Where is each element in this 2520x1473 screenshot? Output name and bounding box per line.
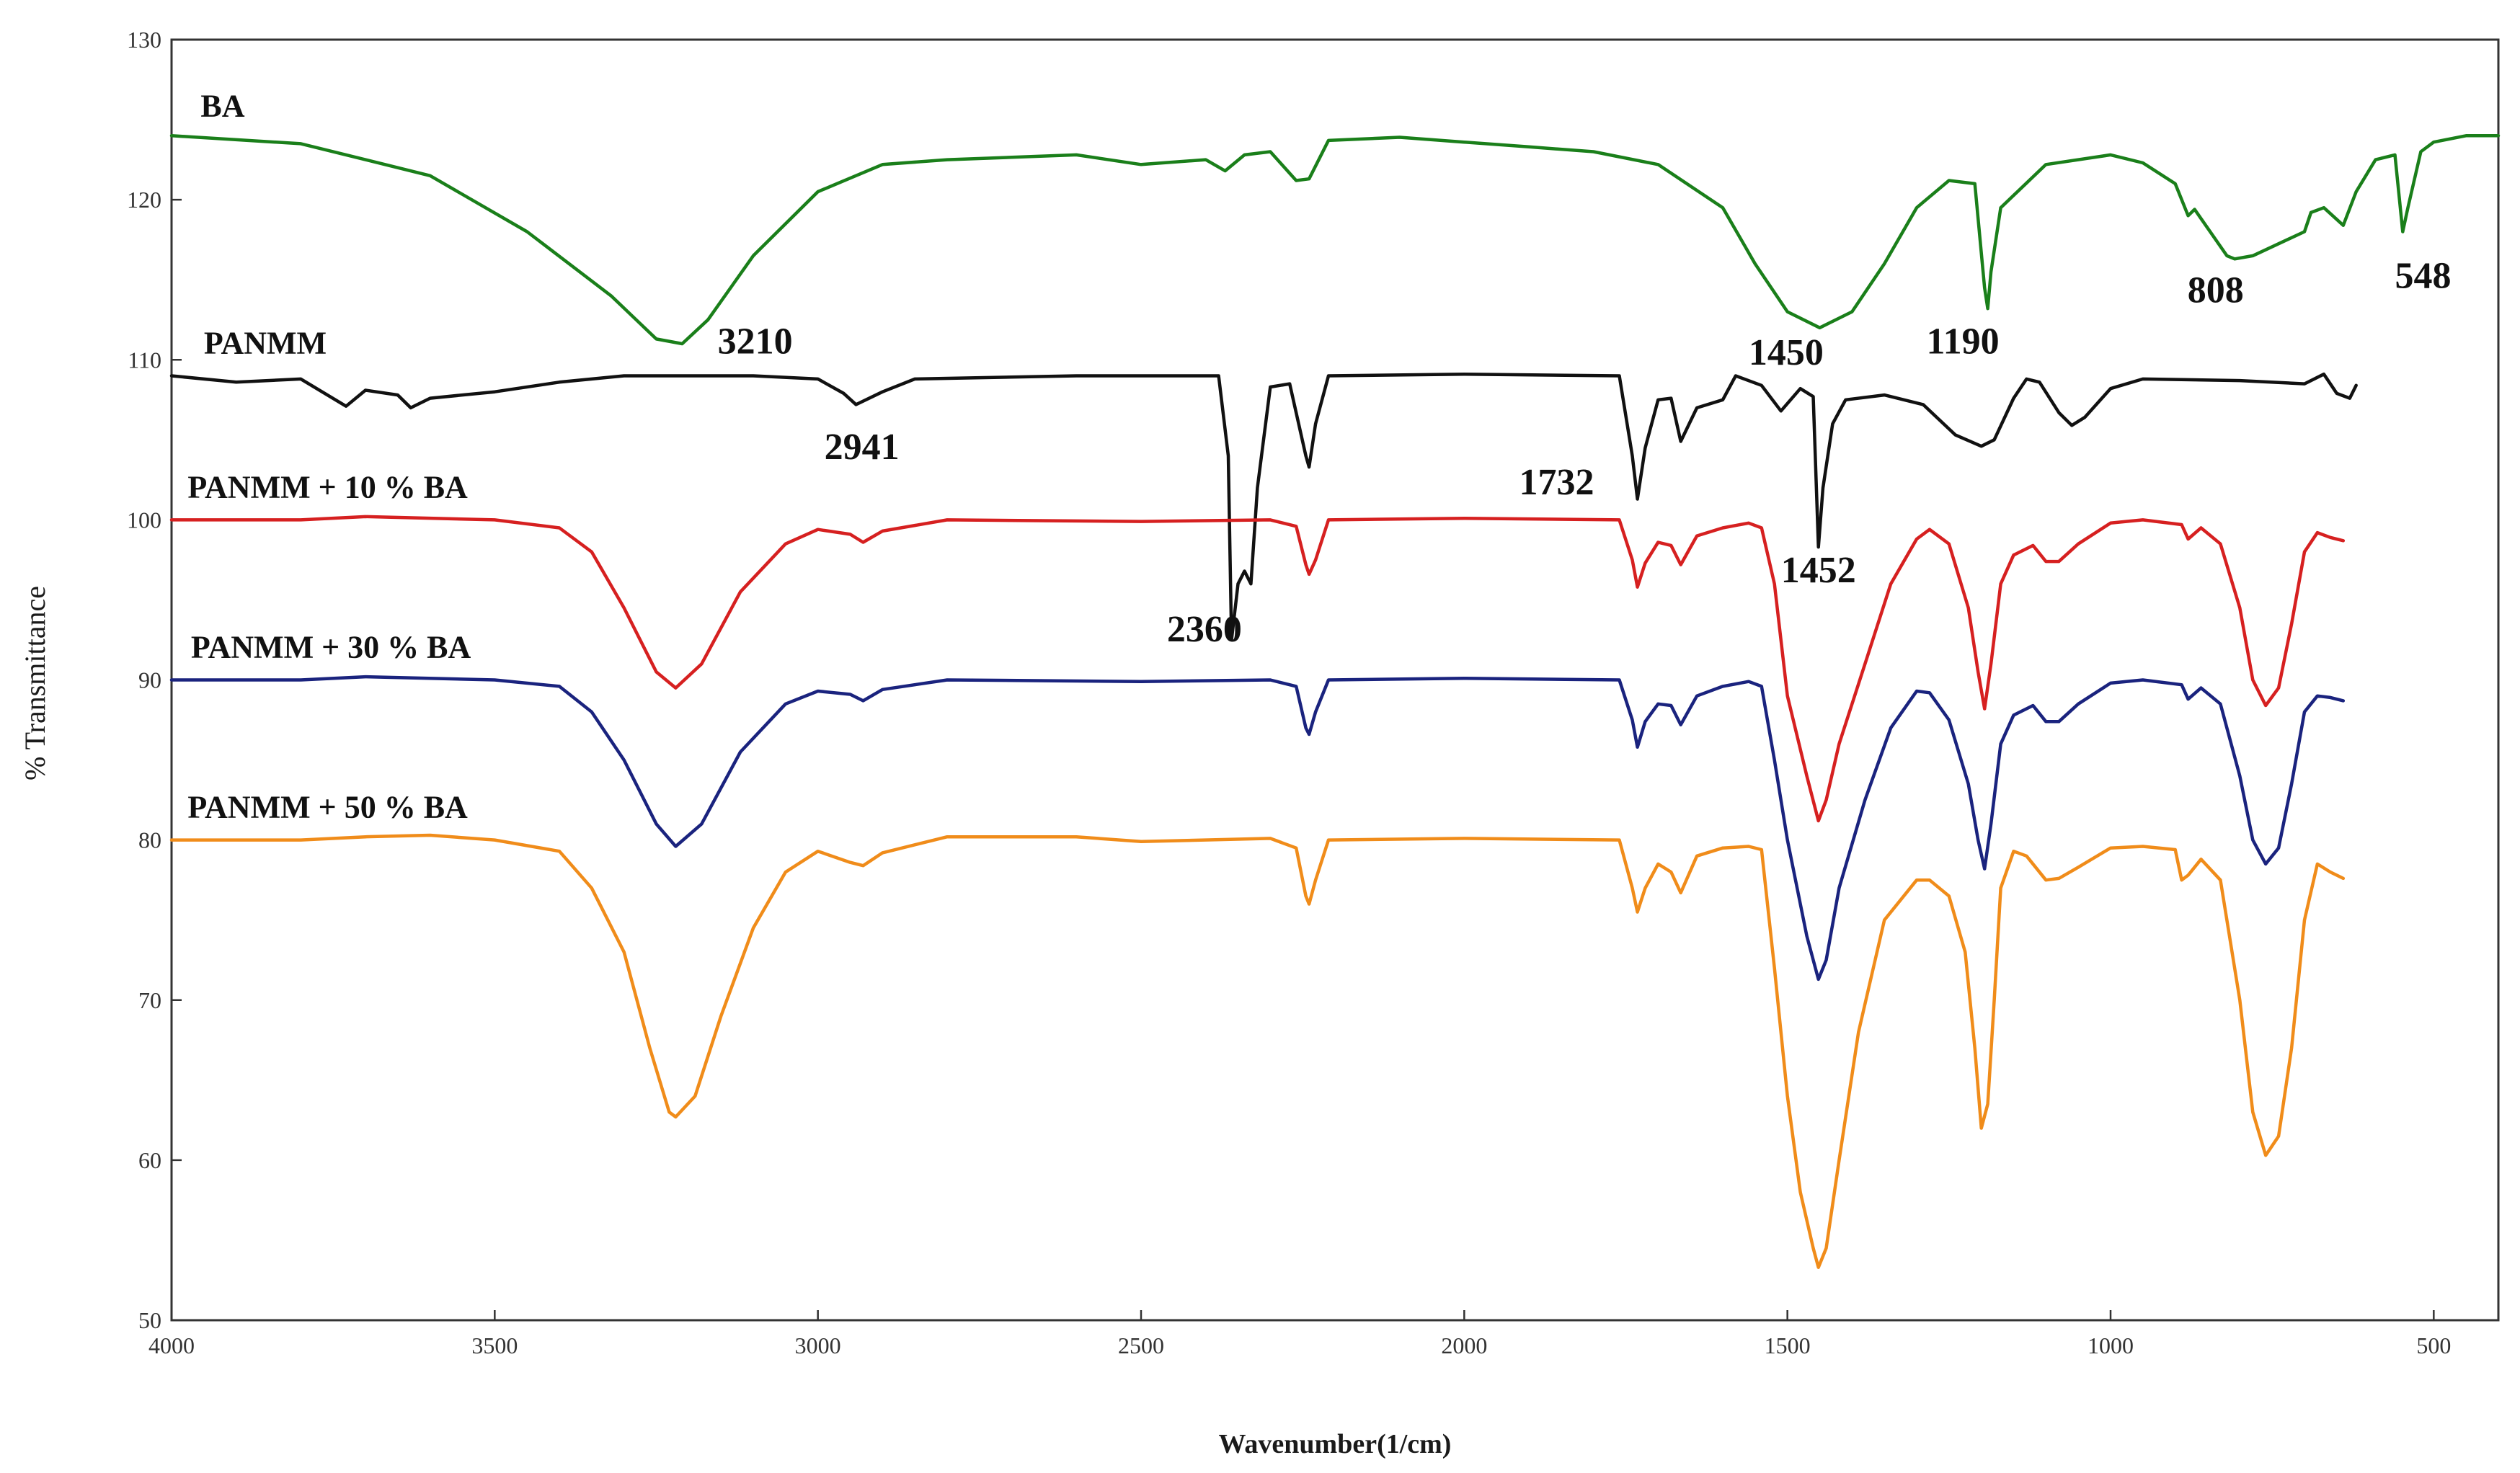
x-tick-label-5: 1500 [1765,1332,1811,1358]
y-tick-label-7: 120 [127,187,161,213]
x-axis: 4000 3500 3000 2500 2000 1500 1000 500 [148,1310,2451,1358]
peak-label-8: 548 [2395,255,2452,296]
x-tick-label-3: 2500 [1118,1332,1164,1358]
y-tick-label-5: 100 [127,507,161,533]
series-label-2: PANMM + 10 % BA [187,469,468,504]
peak-annotations: 3210 2941 2360 1732 1450 1190 1452 808 548 [718,255,2452,650]
y-axis-title: % Transmittance [19,586,51,780]
y-tick-label-1: 60 [138,1147,161,1173]
y-tick-label-4: 90 [138,667,161,693]
peak-label-1: 2941 [825,427,900,468]
peak-label-7: 808 [2188,270,2244,311]
peak-label-4: 1450 [1749,332,1824,373]
y-tick-label-6: 110 [128,347,161,373]
y-tick-label-0: 50 [138,1307,161,1333]
x-tick-label-2: 3000 [795,1332,841,1358]
series-line-4 [169,833,2346,1269]
series-line-2 [169,515,2346,823]
series-label-0: BA [200,89,244,124]
x-axis-title: Wavenumber(1/cm) [1219,1429,1452,1459]
series-line-3 [169,675,2346,982]
y-tick-label-8: 130 [127,27,161,53]
series-label-3: PANMM + 30 % BA [191,629,471,664]
series-lines [169,134,2501,1269]
x-tick-label-4: 2000 [1441,1332,1487,1358]
peak-label-5: 1190 [1926,321,1999,362]
series-label-4: PANMM + 50 % BA [187,790,468,825]
x-tick-label-0: 4000 [148,1332,195,1358]
peak-label-3: 1732 [1519,462,1594,503]
series-line-0 [169,134,2501,346]
x-tick-label-1: 3500 [471,1332,518,1358]
series-labels: BA PANMM PANMM + 10 % BA PANMM + 30 % BA PAN… [187,89,471,825]
series-line-1 [169,372,2358,642]
x-tick-label-6: 1000 [2088,1332,2134,1358]
peak-label-0: 3210 [718,321,793,362]
peak-label-2: 2360 [1167,609,1242,650]
y-tick-label-3: 80 [138,827,161,853]
x-tick-label-7: 500 [2416,1332,2451,1358]
y-axis: 50 60 70 80 90 100 110 120 130 [127,27,182,1333]
y-tick-label-2: 70 [138,987,161,1013]
series-label-1: PANMM [204,325,327,360]
peak-label-6: 1452 [1781,550,1856,591]
